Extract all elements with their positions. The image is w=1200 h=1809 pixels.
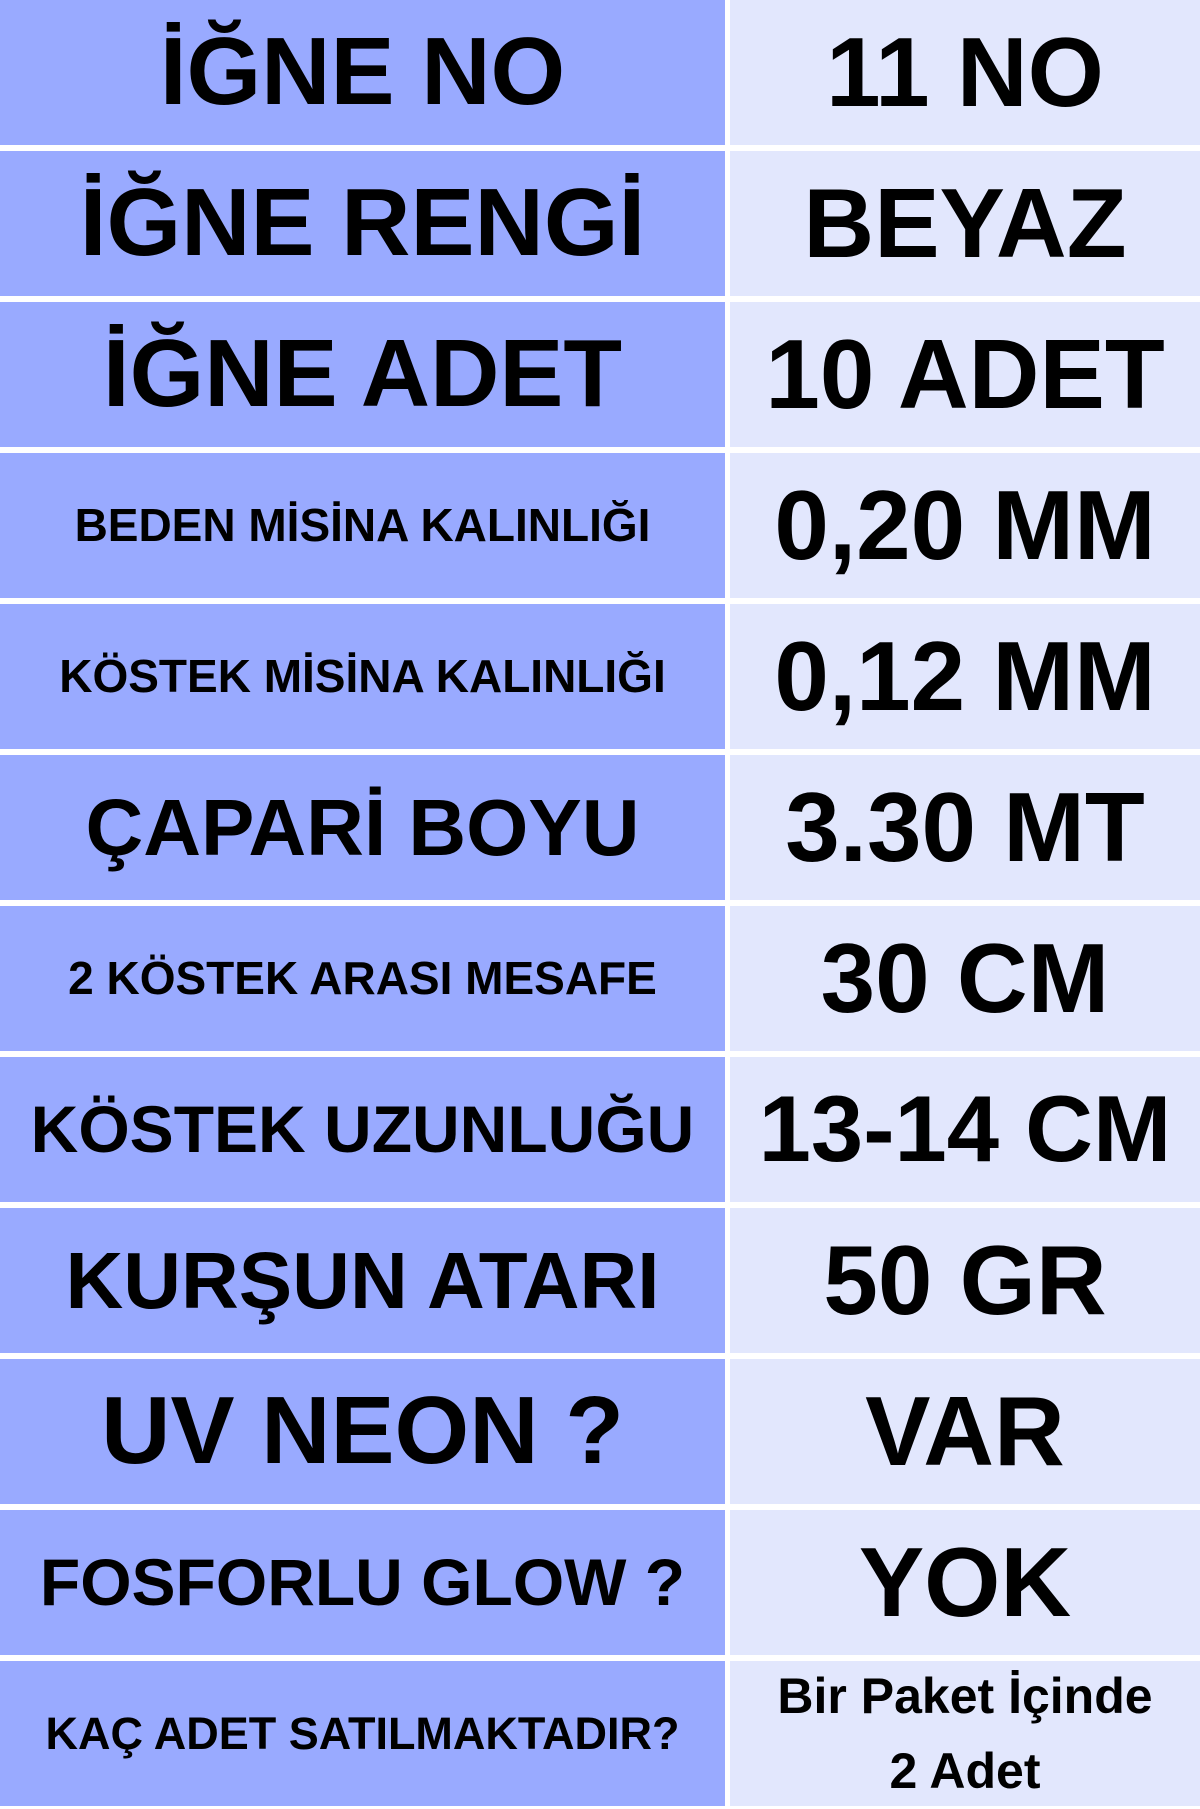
label-rig-length: ÇAPARİ BOYU	[0, 755, 725, 900]
value-uv-neon: VAR	[730, 1359, 1200, 1504]
value-snood-spacing: 30 CM	[730, 906, 1200, 1051]
label-glow: FOSFORLU GLOW ?	[0, 1510, 725, 1655]
value-rig-length: 3.30 MT	[730, 755, 1200, 900]
label-needle-count: İĞNE ADET	[0, 302, 725, 447]
value-snood-line-thickness: 0,12 MM	[730, 604, 1200, 749]
value-needle-count: 10 ADET	[730, 302, 1200, 447]
value-quantity-line2: 2 Adet	[889, 1742, 1041, 1799]
label-needle-color: İĞNE RENGİ	[0, 151, 725, 296]
value-needle-no: 11 NO	[730, 0, 1200, 145]
label-uv-neon: UV NEON ?	[0, 1359, 725, 1504]
label-quantity-sold: KAÇ ADET SATILMAKTADIR?	[0, 1661, 725, 1806]
label-needle-no: İĞNE NO	[0, 0, 725, 145]
value-quantity-sold: Bir Paket İçinde 2 Adet	[730, 1661, 1200, 1806]
label-sinker-weight: KURŞUN ATARI	[0, 1208, 725, 1353]
label-snood-line-thickness: KÖSTEK MİSİNA KALINLIĞI	[0, 604, 725, 749]
value-main-line-thickness: 0,20 MM	[730, 453, 1200, 598]
value-glow: YOK	[730, 1510, 1200, 1655]
label-snood-spacing: 2 KÖSTEK ARASI MESAFE	[0, 906, 725, 1051]
value-sinker-weight: 50 GR	[730, 1208, 1200, 1353]
value-needle-color: BEYAZ	[730, 151, 1200, 296]
label-snood-length: KÖSTEK UZUNLUĞU	[0, 1057, 725, 1202]
value-snood-length: 13-14 CM	[730, 1057, 1200, 1202]
label-main-line-thickness: BEDEN MİSİNA KALINLIĞI	[0, 453, 725, 598]
value-quantity-line1: Bir Paket İçinde	[777, 1667, 1153, 1724]
